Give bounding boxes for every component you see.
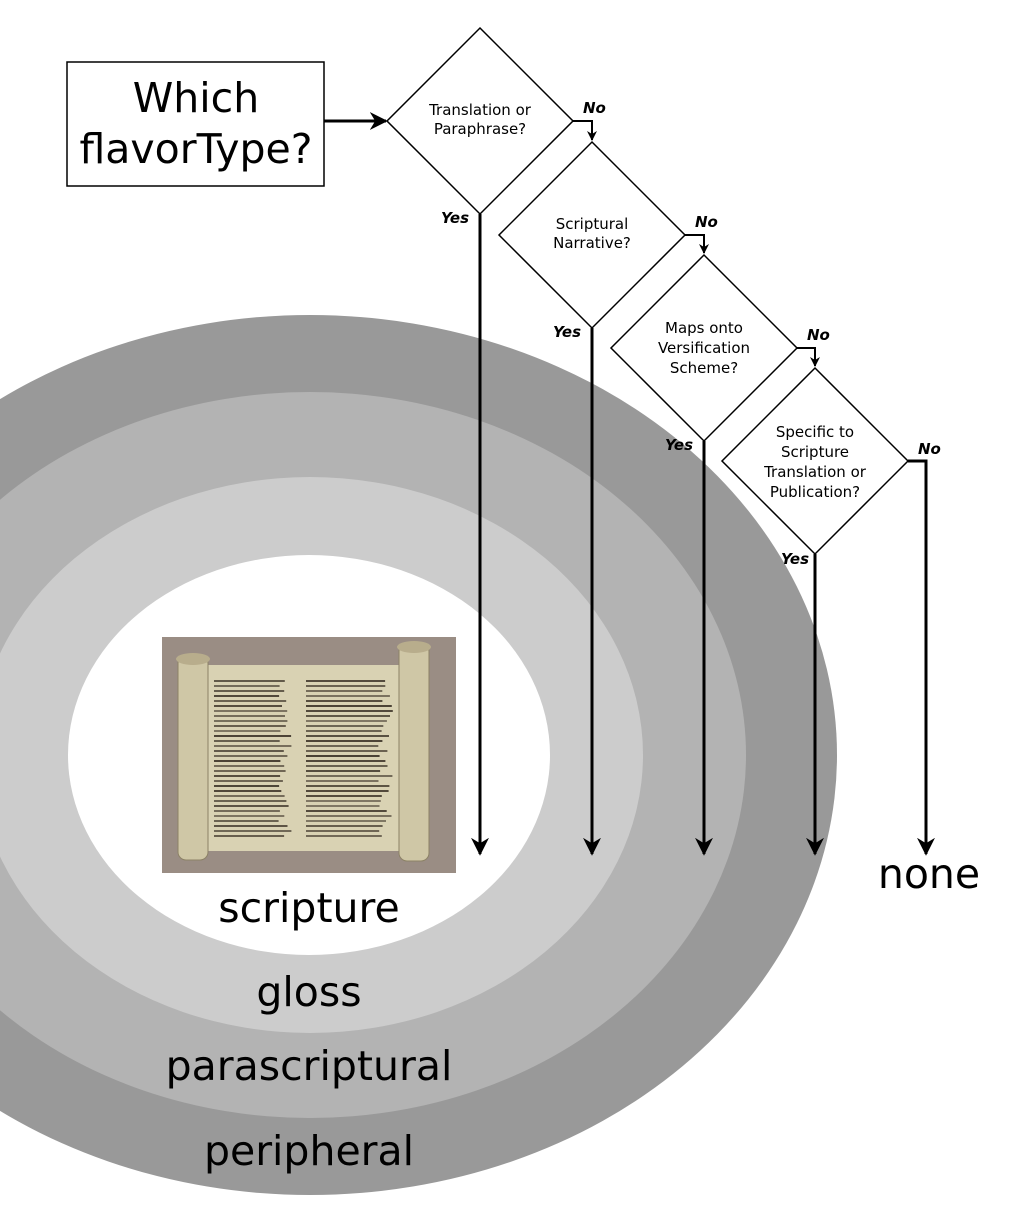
no-label-1: No [583, 99, 606, 117]
category-parascriptural: parascriptural [166, 1042, 453, 1090]
no-connector-1 [573, 120, 597, 141]
yes-label-3: Yes [665, 436, 693, 454]
question-4-line-1: Specific to [776, 423, 854, 441]
scripture-scroll-picture [162, 637, 456, 873]
question-1-line-1: Translation or [428, 101, 532, 119]
start-box [66, 61, 325, 187]
category-peripheral: peripheral [204, 1127, 414, 1175]
no-label-2: No [695, 213, 718, 231]
category-scripture: scripture [218, 884, 399, 932]
no-label-4: No [918, 440, 941, 458]
question-3-line-2: Versification [658, 339, 750, 357]
start-title-line-2: flavorType? [79, 125, 312, 173]
question-4-line-2: Scripture [781, 443, 849, 461]
yes-label-2: Yes [553, 323, 581, 341]
question-2-line-2: Narrative? [553, 234, 631, 252]
question-4-line-3: Translation or [763, 463, 867, 481]
question-3-line-1: Maps onto [665, 319, 743, 337]
no-label-3: No [807, 326, 830, 344]
no-connector-2 [685, 234, 709, 254]
yes-label-1: Yes [441, 209, 469, 227]
category-none: none [878, 850, 980, 898]
question-3-line-3: Scheme? [670, 359, 738, 377]
question-1-line-2: Paraphrase? [434, 120, 526, 138]
question-4-line-4: Publication? [770, 483, 860, 501]
question-2-line-1: Scriptural [556, 215, 629, 233]
start-title-line-1: Which [133, 74, 259, 122]
no-connector-3 [797, 347, 820, 367]
category-gloss: gloss [256, 968, 361, 1016]
no-connector-4 [908, 459, 935, 856]
yes-label-4: Yes [781, 550, 809, 568]
